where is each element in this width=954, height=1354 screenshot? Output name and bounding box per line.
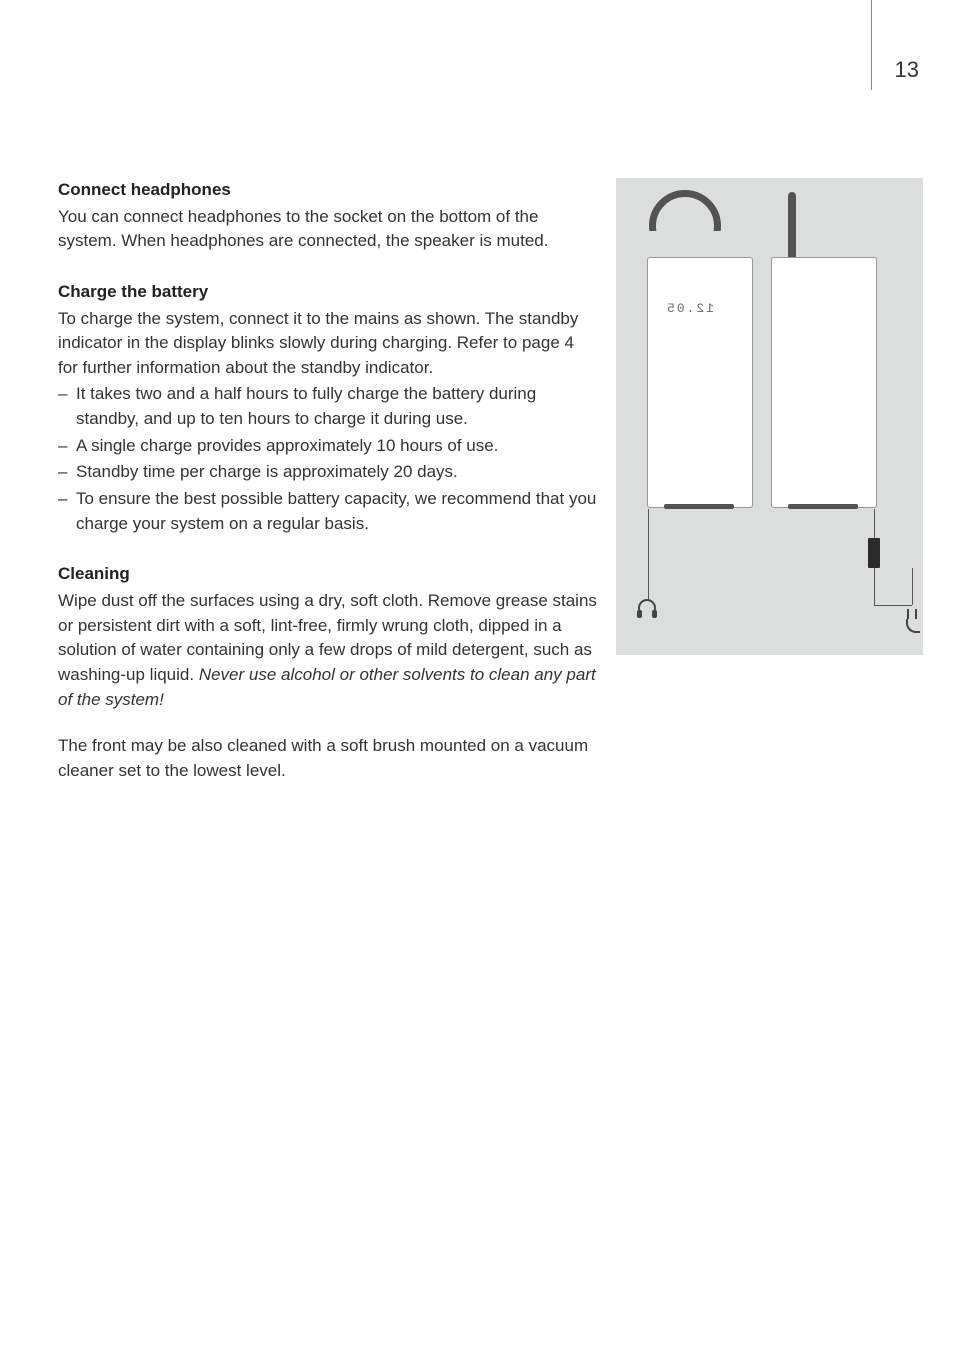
device-display: 12.05	[665, 300, 714, 319]
cable	[874, 605, 912, 606]
power-cord-icon	[906, 619, 920, 633]
paragraph: You can connect headphones to the socket…	[58, 205, 598, 254]
figure-charging-diagram: 12.05	[616, 178, 923, 655]
headphones-icon	[638, 599, 656, 617]
section-title-headphones: Connect headphones	[58, 178, 598, 203]
cable	[912, 568, 913, 605]
paragraph: The front may be also cleaned with a sof…	[58, 734, 598, 783]
list-item: A single charge provides approximately 1…	[58, 434, 598, 459]
content-column: Connect headphones You can connect headp…	[58, 178, 598, 785]
cable	[874, 509, 875, 539]
list-item: Standby time per charge is approximately…	[58, 460, 598, 485]
device-foot	[788, 504, 858, 509]
charger-plug-icon	[868, 538, 880, 568]
power-plug-icon	[907, 609, 917, 619]
handle-icon	[649, 190, 721, 262]
section-title-cleaning: Cleaning	[58, 562, 598, 587]
device-left	[647, 257, 753, 508]
cable	[874, 568, 875, 605]
list-item: To ensure the best possible battery capa…	[58, 487, 598, 536]
page-rule	[871, 0, 872, 90]
paragraph: Wipe dust off the surfaces using a dry, …	[58, 589, 598, 712]
page-number: 13	[895, 54, 919, 86]
device-foot	[664, 504, 734, 509]
paragraph: To charge the system, connect it to the …	[58, 307, 598, 381]
list-item: It takes two and a half hours to fully c…	[58, 382, 598, 431]
device-right	[771, 257, 877, 508]
section-title-battery: Charge the battery	[58, 280, 598, 305]
cable	[648, 509, 649, 601]
bullet-list: It takes two and a half hours to fully c…	[58, 382, 598, 536]
